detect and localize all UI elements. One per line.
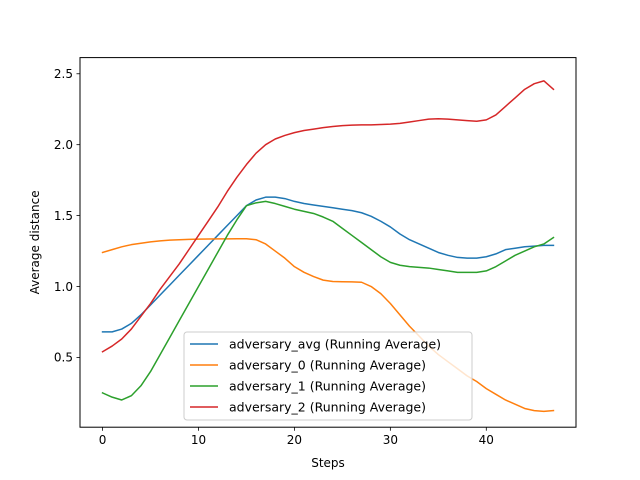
legend: adversary_avg (Running Average) adversary… <box>183 331 473 421</box>
x-axis-ticks: 0 10 20 30 40 <box>99 427 494 447</box>
series-layer <box>101 80 555 413</box>
x-tick-label: 40 <box>479 433 494 447</box>
y-axis-label: Average distance <box>28 190 42 294</box>
y-tick-label: 1.5 <box>54 209 73 223</box>
legend-label-2: adversary_1 (Running Average) <box>229 379 426 394</box>
series-line-0 <box>101 196 555 333</box>
y-tick-label: 1.0 <box>54 280 73 294</box>
x-tick-label: 0 <box>99 433 107 447</box>
y-tick-label: 2.5 <box>54 67 73 81</box>
axes-frame <box>79 57 577 428</box>
series-line-2 <box>101 200 555 401</box>
x-tick-label: 20 <box>287 433 302 447</box>
series-line-3 <box>101 80 555 353</box>
legend-box <box>183 331 473 421</box>
legend-label-0: adversary_avg (Running Average) <box>229 337 441 352</box>
y-tick-label: 2.0 <box>54 138 73 152</box>
x-tick-label: 30 <box>383 433 398 447</box>
y-tick-label: 0.5 <box>54 351 73 365</box>
x-tick-label: 10 <box>191 433 206 447</box>
legend-label-3: adversary_2 (Running Average) <box>229 400 426 415</box>
legend-label-1: adversary_0 (Running Average) <box>229 358 426 373</box>
series-line-1 <box>101 237 555 413</box>
x-axis-label: Steps <box>311 456 345 470</box>
y-axis-ticks: 0.5 1.0 1.5 2.0 2.5 <box>54 67 80 365</box>
